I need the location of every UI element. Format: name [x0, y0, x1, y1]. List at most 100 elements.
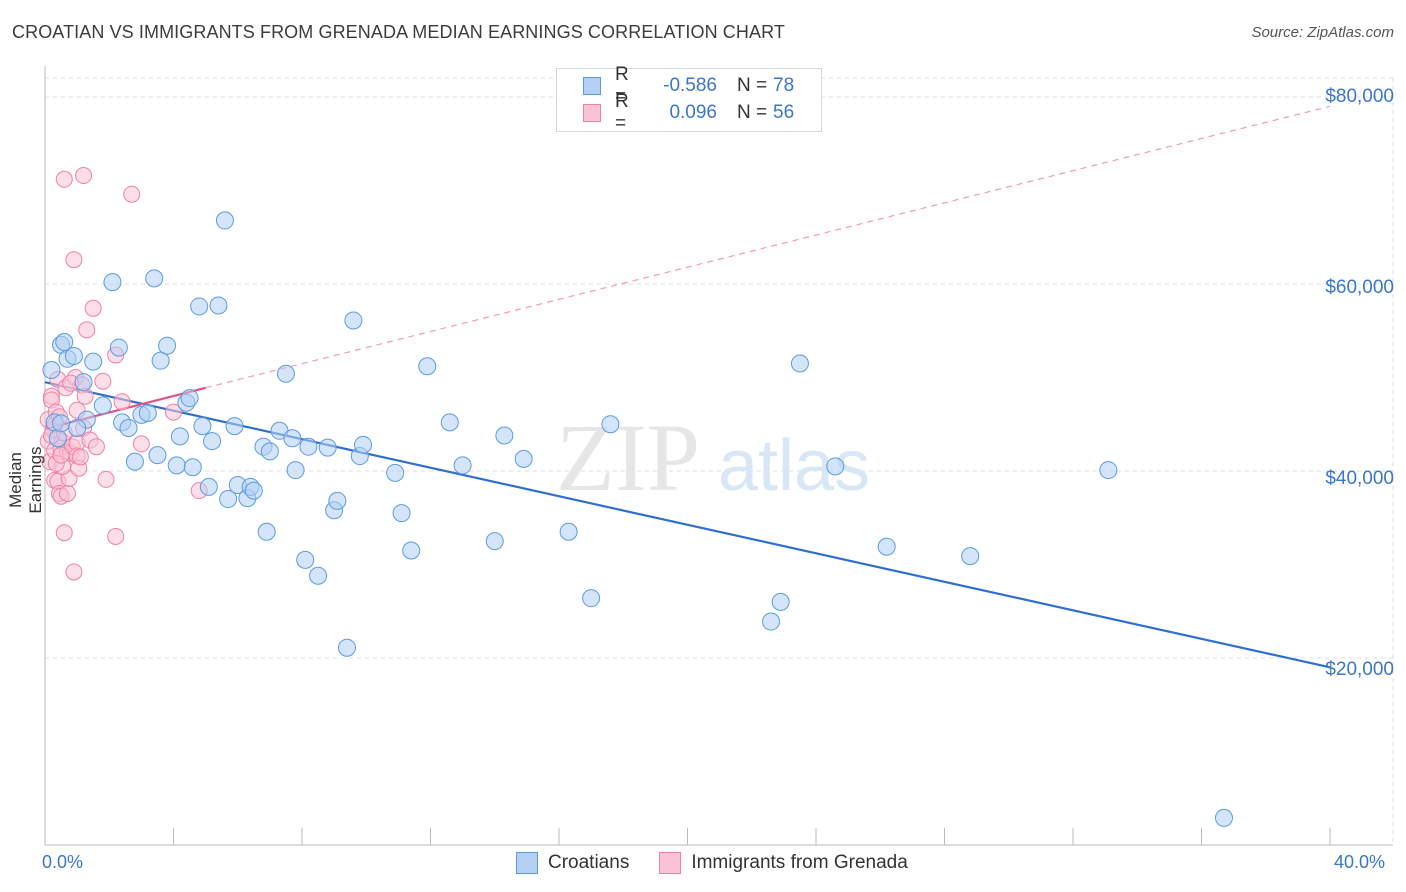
- grenada-point: [55, 170, 73, 188]
- croatian-point: [215, 211, 234, 230]
- grenada-point: [58, 484, 76, 502]
- legend-swatch-blue: [583, 77, 601, 95]
- croatian-point: [48, 429, 67, 448]
- croatian-point: [199, 477, 218, 496]
- croatian-point: [1099, 461, 1118, 480]
- y-tick-label-80000: $80,000: [1325, 86, 1394, 107]
- croatian-point: [257, 522, 276, 541]
- croatian-point: [190, 297, 209, 316]
- series-croatians-points: [42, 211, 1233, 827]
- croatian-point: [601, 415, 620, 434]
- croatian-point: [151, 351, 170, 370]
- legend-r-label: R =: [615, 64, 629, 107]
- croatian-point: [276, 364, 295, 383]
- croatian-point: [52, 414, 71, 433]
- x-tick-label-max: 40.0%: [1334, 852, 1386, 872]
- watermark-atlas: atlas: [718, 426, 870, 506]
- grenada-point: [71, 448, 89, 466]
- croatian-point: [418, 357, 437, 376]
- grenada-point: [123, 185, 141, 203]
- legend-n-label: N =: [737, 75, 768, 96]
- croatian-point: [119, 418, 138, 437]
- legend-r-label: R =: [615, 91, 629, 134]
- croatian-point: [344, 311, 363, 330]
- croatian-point: [354, 435, 373, 454]
- legend-item-croatians[interactable]: Croatians: [516, 852, 629, 874]
- croatian-point: [309, 566, 328, 585]
- grenada-point: [107, 527, 125, 545]
- source-label: Source: ZipAtlas.com: [1251, 24, 1394, 41]
- series-grenada-points: [39, 167, 208, 581]
- croatian-point: [158, 336, 177, 355]
- croatian-point: [209, 296, 228, 315]
- legend-n-value: 56: [773, 102, 795, 123]
- croatian-point: [167, 456, 186, 475]
- grenada-point: [65, 563, 83, 581]
- legend-item-grenada[interactable]: Immigrants from Grenada: [659, 852, 908, 874]
- grenada-point: [78, 321, 96, 339]
- grenada-point: [132, 435, 150, 453]
- legend-r-value: -0.586: [663, 75, 717, 96]
- croatian-point: [68, 418, 87, 437]
- grenada-point: [94, 372, 112, 390]
- croatian-point: [74, 373, 93, 392]
- croatian-point: [440, 413, 459, 432]
- y-tick-label-20000: $20,000: [1325, 659, 1394, 680]
- grenada-point: [113, 393, 131, 411]
- grenada-point: [52, 446, 70, 464]
- croatian-point: [84, 352, 103, 371]
- croatian-point: [318, 438, 337, 457]
- croatian-point: [762, 612, 781, 631]
- croatian-point: [299, 437, 318, 456]
- legend-r-value: 0.096: [669, 102, 717, 123]
- croatian-point: [826, 457, 845, 476]
- croatian-point: [386, 463, 405, 482]
- croatian-point: [244, 481, 263, 500]
- croatian-point: [193, 417, 212, 436]
- croatian-point: [148, 446, 167, 465]
- croatian-point: [1214, 808, 1233, 827]
- croatian-point: [183, 458, 202, 477]
- croatian-point: [64, 346, 83, 365]
- croatian-point: [582, 589, 601, 608]
- series-legend: Croatians Immigrants from Grenada: [516, 852, 938, 874]
- croatian-point: [260, 442, 279, 461]
- grenada-point: [165, 403, 182, 421]
- correlation-legend: R = -0.586 N = 78 R = 0.096 N = 56: [556, 64, 822, 134]
- croatian-point: [790, 354, 809, 373]
- trend-line-grenada-extension: [205, 105, 1331, 389]
- croatian-point: [125, 452, 144, 471]
- grenada-point: [75, 167, 93, 185]
- legend-row-croatians: R = -0.586 N = 78: [583, 64, 795, 107]
- croatian-point: [42, 361, 61, 380]
- croatian-point: [145, 269, 164, 288]
- legend-row-grenada: R = 0.096 N = 56: [583, 91, 795, 134]
- croatian-point: [961, 547, 980, 566]
- croatian-point: [514, 449, 533, 468]
- croatian-point: [170, 427, 189, 446]
- croatian-point: [402, 541, 421, 560]
- croatian-point: [559, 522, 578, 541]
- croatian-point: [225, 417, 244, 436]
- croatian-point: [103, 273, 122, 292]
- legend-swatch-grenada: [659, 852, 682, 874]
- legend-n-label: N =: [737, 102, 768, 123]
- croatian-point: [453, 456, 472, 475]
- croatian-point: [771, 592, 790, 611]
- croatian-point: [495, 426, 514, 445]
- croatian-point: [93, 396, 112, 415]
- y-axis-label: Median Earnings: [6, 446, 45, 514]
- croatian-point: [485, 532, 504, 551]
- chart-title: CROATIAN VS IMMIGRANTS FROM GRENADA MEDI…: [12, 22, 785, 42]
- grenada-point: [65, 251, 83, 269]
- croatian-point: [296, 550, 315, 569]
- y-tick-label-60000: $60,000: [1325, 277, 1394, 298]
- legend-swatch-croatians: [516, 852, 538, 874]
- legend-n-value: 78: [773, 75, 795, 96]
- croatian-point: [328, 491, 347, 510]
- croatian-point: [219, 490, 238, 509]
- croatian-point: [109, 338, 128, 357]
- legend-label-grenada: Immigrants from Grenada: [691, 852, 908, 873]
- croatian-point: [286, 461, 305, 480]
- legend-swatch-pink: [583, 104, 601, 122]
